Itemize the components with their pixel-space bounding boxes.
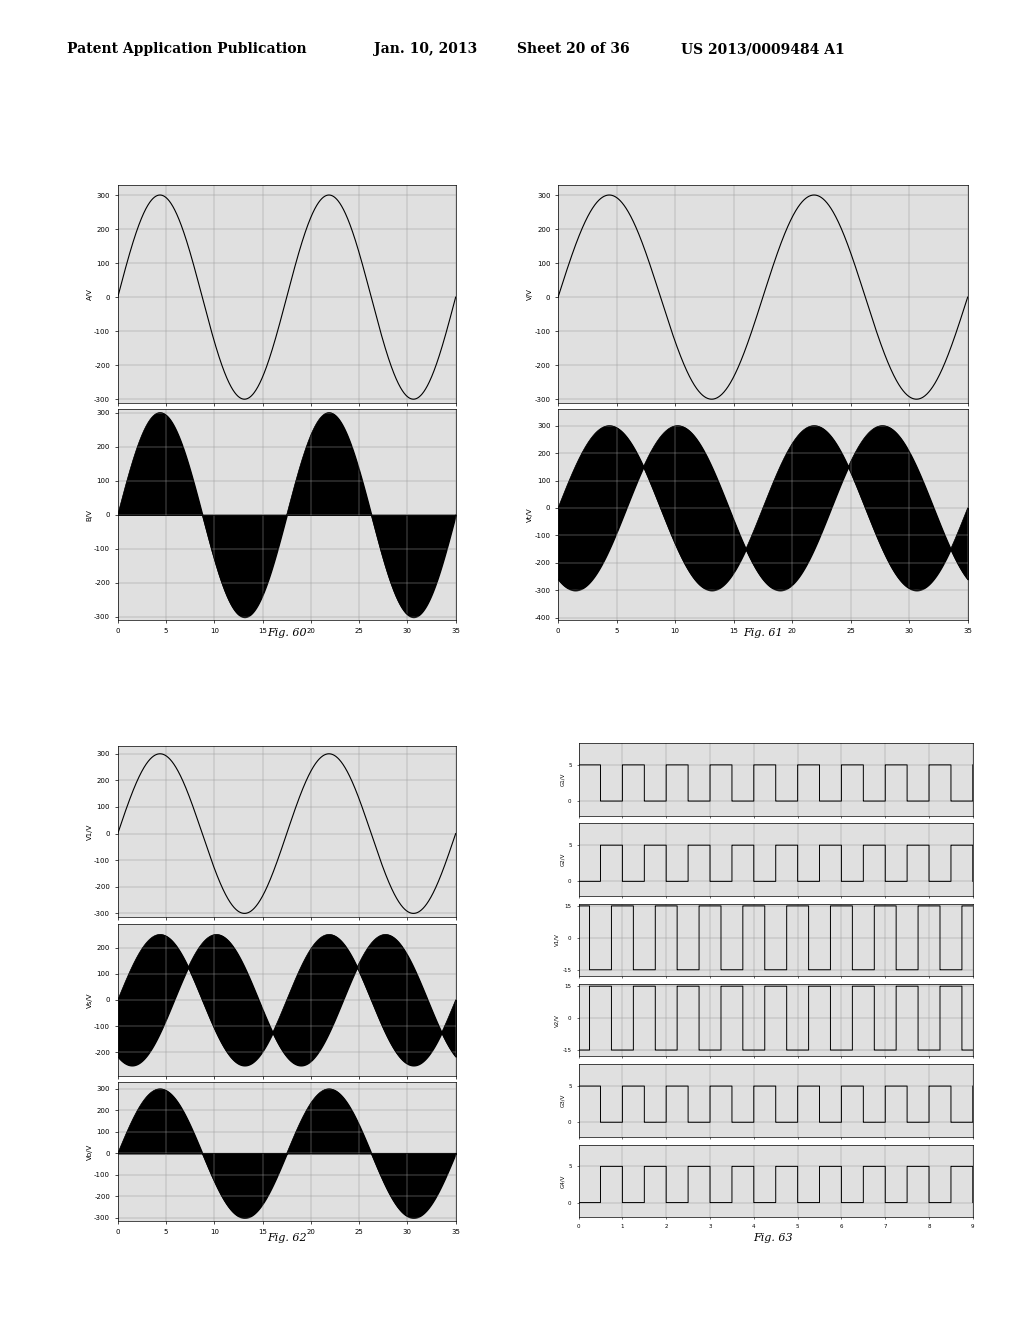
Y-axis label: G4/V: G4/V — [560, 1175, 565, 1188]
Text: Jan. 10, 2013: Jan. 10, 2013 — [374, 42, 477, 57]
Text: Fig. 61: Fig. 61 — [743, 628, 782, 639]
Y-axis label: Vt/V: Vt/V — [527, 507, 534, 523]
Text: Sheet 20 of 36: Sheet 20 of 36 — [517, 42, 630, 57]
Y-axis label: A/V: A/V — [87, 288, 93, 300]
Y-axis label: G3/V: G3/V — [560, 1094, 565, 1107]
Y-axis label: Vs/V: Vs/V — [87, 993, 93, 1007]
Y-axis label: B/V: B/V — [87, 510, 93, 520]
Text: Patent Application Publication: Patent Application Publication — [67, 42, 306, 57]
Text: Fig. 60: Fig. 60 — [267, 628, 306, 639]
Y-axis label: V1/V: V1/V — [555, 933, 560, 946]
Text: US 2013/0009484 A1: US 2013/0009484 A1 — [681, 42, 845, 57]
Y-axis label: V/V: V/V — [527, 288, 534, 300]
Y-axis label: V1/V: V1/V — [87, 824, 93, 840]
Text: Fig. 62: Fig. 62 — [267, 1233, 306, 1243]
Y-axis label: G1/V: G1/V — [560, 772, 565, 785]
Y-axis label: Vb/V: Vb/V — [87, 1143, 93, 1160]
Text: Fig. 63: Fig. 63 — [754, 1233, 793, 1243]
Y-axis label: G2/V: G2/V — [560, 853, 565, 866]
Y-axis label: V2/V: V2/V — [555, 1014, 560, 1027]
